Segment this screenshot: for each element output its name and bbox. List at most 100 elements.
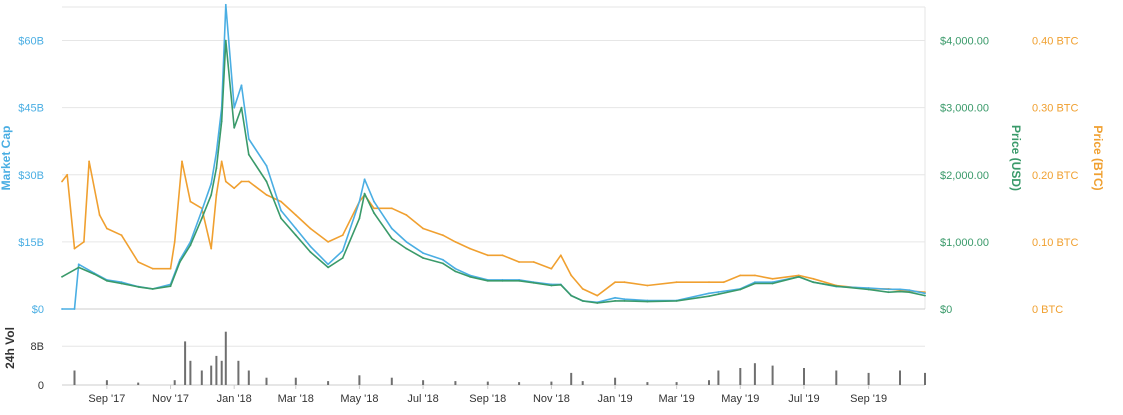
price-btc-point: [532, 261, 535, 263]
market-cap-point: [61, 308, 63, 310]
x-tick-label: Mar '18: [278, 393, 314, 405]
market-cap-point: [224, 3, 227, 6]
market-cap-point: [247, 138, 250, 140]
price-btc-point: [294, 214, 297, 216]
price-btc-point: [675, 281, 678, 284]
price-btc-point: [280, 200, 282, 203]
volume-bar: [924, 372, 926, 385]
price-usd-point: [469, 275, 471, 278]
volume-bar: [215, 355, 218, 385]
price-usd-tick-label: $2,000.00: [940, 170, 989, 182]
market-cap-point: [200, 209, 203, 212]
x-tick-label: Mar '19: [658, 393, 694, 405]
volume-bar: [189, 360, 192, 385]
market-cap-point: [215, 151, 218, 154]
price-usd-point: [559, 283, 562, 286]
price-usd-point: [924, 294, 926, 297]
price-btc-point: [623, 281, 626, 284]
price-usd-point: [623, 300, 626, 302]
x-tick-label: Jan '19: [598, 393, 633, 405]
volume-bar: [294, 377, 297, 385]
market-cap-point: [899, 288, 901, 291]
price-usd-point: [224, 39, 227, 42]
price-btc-tick-label: 0.20 BTC: [1032, 170, 1079, 182]
market-cap-point: [422, 252, 424, 255]
market-cap-line: [62, 4, 926, 310]
price-btc-point: [341, 234, 344, 237]
price-usd-point: [327, 266, 329, 269]
volume-axis-title: 24h Vol: [3, 327, 17, 369]
market-cap-point: [363, 178, 366, 181]
price-usd-point: [532, 281, 535, 284]
price-usd-point: [390, 237, 393, 240]
price-btc-point: [596, 294, 599, 297]
price-btc-point: [173, 241, 176, 243]
market-cap-point: [327, 263, 329, 266]
volume-bar: [899, 370, 901, 385]
x-tick-label: Jul '19: [788, 393, 819, 405]
market-cap-tick-label: $45B: [18, 103, 44, 115]
volume-bar: [200, 370, 203, 385]
price-usd-point: [739, 288, 742, 291]
price-usd-point: [835, 285, 838, 288]
x-tick-label: Nov '18: [533, 393, 570, 405]
market-cap-point: [233, 106, 236, 109]
price-btc-point: [169, 267, 172, 270]
price-usd-point: [454, 270, 457, 273]
price-usd-axis-title: Price (USD): [1009, 125, 1023, 191]
price-btc-point: [797, 274, 800, 277]
market-cap-point: [280, 209, 282, 212]
market-cap-point: [614, 296, 616, 299]
market-cap-tick-label: $60B: [18, 36, 44, 48]
price-btc-point: [210, 247, 213, 250]
x-tick-label: Sep '18: [469, 393, 506, 405]
price-usd-point: [363, 192, 366, 195]
volume-bar: [717, 370, 720, 385]
price-btc-tick-label: 0 BTC: [1032, 304, 1063, 316]
price-btc-point: [106, 227, 108, 230]
price-btc-point: [754, 274, 756, 277]
price-btc-line: [61, 160, 926, 297]
price-usd-point: [570, 294, 573, 297]
price-usd-point: [233, 126, 236, 129]
volume-bar: [224, 331, 227, 385]
price-btc-point: [309, 227, 312, 230]
market-cap-point: [373, 200, 375, 203]
series-lines: [61, 3, 926, 310]
price-btc-point: [215, 194, 218, 196]
volume-bar: [739, 368, 742, 385]
price-usd-point: [120, 282, 123, 285]
volume-bar: [835, 370, 838, 385]
price-btc-point: [61, 180, 63, 183]
volume-bar: [614, 377, 617, 385]
price-usd-point: [708, 295, 710, 298]
volume-tick-label: 0: [38, 380, 44, 392]
volume-bar: [753, 363, 756, 385]
market-cap-point: [867, 287, 870, 289]
price-usd-point: [717, 293, 720, 296]
price-usd-point: [867, 288, 870, 291]
price-btc-point: [646, 284, 649, 287]
volume-bar: [708, 380, 710, 385]
volume-bar: [581, 381, 584, 385]
price-btc-tick-label: 0.30 BTC: [1032, 103, 1079, 115]
price-btc-point: [189, 200, 192, 203]
market-cap-point: [717, 291, 720, 293]
price-usd-point: [899, 290, 901, 293]
price-usd-point: [550, 284, 553, 287]
price-btc-tick-label: 0.40 BTC: [1032, 36, 1079, 48]
market-cap-point: [754, 281, 756, 284]
market-cap-point: [405, 241, 408, 243]
price-usd-point: [77, 266, 80, 269]
volume-bar: [220, 360, 223, 385]
price-btc-point: [66, 173, 69, 176]
market-cap-point: [623, 298, 626, 301]
market-cap-axis-title: Market Cap: [0, 126, 13, 191]
market-cap-point: [210, 182, 213, 185]
price-usd-tick-label: $0: [940, 304, 952, 316]
price-btc-point: [739, 274, 742, 277]
price-usd-point: [200, 217, 203, 220]
price-usd-point: [442, 262, 444, 265]
market-cap-point: [442, 258, 444, 261]
